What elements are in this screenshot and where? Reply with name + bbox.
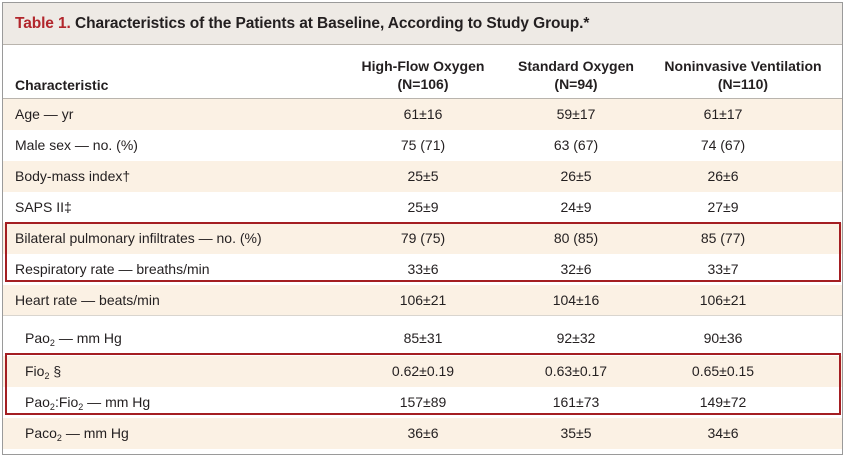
table-row: Heart rate — beats/min 106±21 104±16 106… <box>3 285 842 316</box>
table-row: Pao2 — mm Hg 85±31 92±32 90±36 <box>3 323 842 354</box>
cell-high-flow: 85±31 <box>403 330 443 346</box>
cell-noninvasive: 34±6 <box>707 425 739 441</box>
cell-high-flow: 25±9 <box>407 199 439 215</box>
row-label: Pao2:Fio2 — mm Hg <box>25 394 151 412</box>
column-name: Noninvasive Ventilation <box>664 58 822 74</box>
cell-standard: 92±32 <box>556 330 596 346</box>
column-name: Standard Oxygen <box>518 58 634 74</box>
column-n: (N=106) <box>397 76 449 92</box>
cell-high-flow: 33±6 <box>407 261 439 277</box>
cell-noninvasive: 61±17 <box>703 106 743 122</box>
cell-standard: 26±5 <box>560 168 592 184</box>
cell-standard: 35±5 <box>560 425 592 441</box>
row-label: Pao2 — mm Hg <box>25 330 122 348</box>
column-n: (N=110) <box>717 76 769 92</box>
characteristic-header: Characteristic <box>15 77 109 93</box>
table-row: SAPS II‡ 25±9 24±9 27±9 <box>3 192 842 223</box>
column-header-noninvasive: Noninvasive Ventilation (N=110) <box>643 57 842 93</box>
cell-noninvasive: 106±21 <box>699 292 747 308</box>
cell-high-flow: 25±5 <box>407 168 439 184</box>
row-label: Body-mass index† <box>15 168 131 184</box>
column-header-standard: Standard Oxygen (N=94) <box>496 57 656 93</box>
cell-noninvasive: 26±6 <box>707 168 739 184</box>
column-header-high-flow: High-Flow Oxygen (N=106) <box>343 57 503 93</box>
table-row: Male sex — no. (%) 75 (71) 63 (67) 74 (6… <box>3 130 842 161</box>
table-caption: Characteristics of the Patients at Basel… <box>70 15 590 32</box>
table-number: Table 1. <box>15 15 71 32</box>
cell-standard: 24±9 <box>560 199 592 215</box>
cell-high-flow: 157±89 <box>399 394 447 410</box>
cell-standard: 32±6 <box>560 261 592 277</box>
row-label: Heart rate — beats/min <box>15 292 160 308</box>
cell-high-flow: 36±6 <box>407 425 439 441</box>
cell-noninvasive: 149±72 <box>699 394 747 410</box>
cell-high-flow: 106±21 <box>399 292 447 308</box>
row-label: Male sex — no. (%) <box>15 137 138 153</box>
row-label: SAPS II‡ <box>15 199 72 215</box>
table-row: Age — yr 61±16 59±17 61±17 <box>3 99 842 130</box>
column-name: High-Flow Oxygen <box>361 58 485 74</box>
row-label: Age — yr <box>15 106 74 122</box>
cell-standard: 59±17 <box>556 106 596 122</box>
table-title-bar: Table 1. Characteristics of the Patients… <box>3 3 842 45</box>
cell-noninvasive: 74 (67) <box>700 137 746 153</box>
table-row: Bilateral pulmonary infiltrates — no. (%… <box>3 223 842 254</box>
table-title: Table 1. Characteristics of the Patients… <box>15 15 589 33</box>
cell-noninvasive: 33±7 <box>707 261 739 277</box>
row-label: Respiratory rate — breaths/min <box>15 261 210 277</box>
table-row: Fio2 § 0.62±0.19 0.63±0.17 0.65±0.15 <box>3 356 842 387</box>
table-frame: Table 1. Characteristics of the Patients… <box>2 2 843 455</box>
cell-standard: 63 (67) <box>553 137 599 153</box>
cell-noninvasive: 0.65±0.15 <box>691 363 755 379</box>
cell-high-flow: 79 (75) <box>400 230 446 246</box>
cell-standard: 0.63±0.17 <box>544 363 608 379</box>
cell-standard: 80 (85) <box>553 230 599 246</box>
cell-high-flow: 75 (71) <box>400 137 446 153</box>
table-row: Body-mass index† 25±5 26±5 26±6 <box>3 161 842 192</box>
row-label: Fio2 § <box>25 363 62 381</box>
cell-noninvasive: 90±36 <box>703 330 743 346</box>
column-n: (N=94) <box>554 76 598 92</box>
table-row: Pao2:Fio2 — mm Hg 157±89 161±73 149±72 <box>3 387 842 418</box>
table-row: Respiratory rate — breaths/min 33±6 32±6… <box>3 254 842 285</box>
table-header: Characteristic High-Flow Oxygen (N=106) … <box>3 45 842 99</box>
cell-high-flow: 0.62±0.19 <box>391 363 455 379</box>
row-label: Bilateral pulmonary infiltrates — no. (%… <box>15 230 262 246</box>
table-row: Paco2 — mm Hg 36±6 35±5 34±6 <box>3 418 842 449</box>
cell-high-flow: 61±16 <box>403 106 443 122</box>
row-label: Paco2 — mm Hg <box>25 425 129 443</box>
cell-standard: 161±73 <box>552 394 600 410</box>
cell-standard: 104±16 <box>552 292 600 308</box>
cell-noninvasive: 27±9 <box>707 199 739 215</box>
cell-noninvasive: 85 (77) <box>700 230 746 246</box>
